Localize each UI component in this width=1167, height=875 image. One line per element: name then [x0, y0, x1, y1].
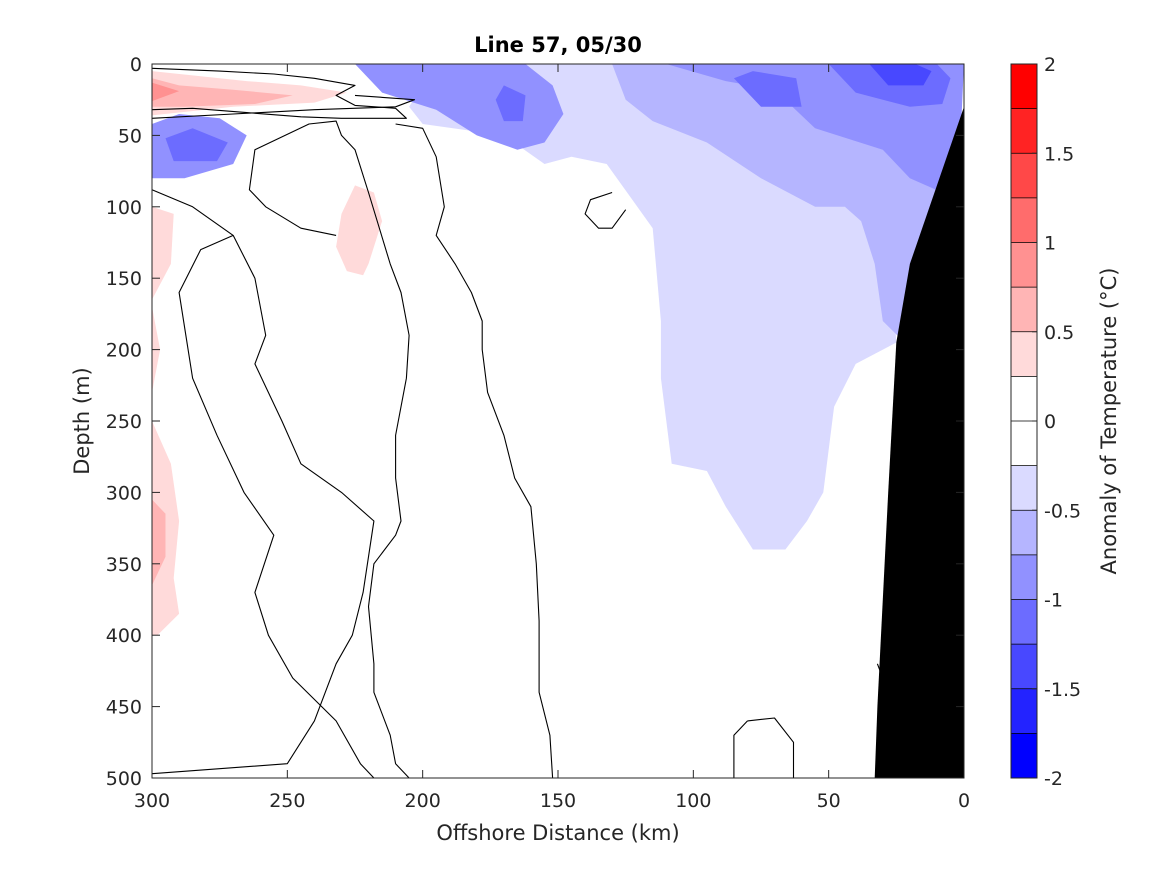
- anomaly-region-9: [869, 64, 932, 86]
- zero-contour-2: [151, 189, 375, 775]
- colorbar-tick-label: -2: [1044, 768, 1063, 790]
- colorbar-swatch: [1011, 153, 1037, 198]
- x-tick-label: 100: [675, 790, 711, 812]
- zero-contour-3: [178, 234, 375, 779]
- seafloor-topography: [874, 106, 964, 779]
- x-axis-label: Offshore Distance (km): [436, 821, 679, 845]
- colorbar-swatch: [1011, 287, 1037, 332]
- y-tick-label: 250: [106, 411, 142, 433]
- colorbar-swatch: [1011, 242, 1037, 288]
- chart-title: Line 57, 05/30: [474, 33, 642, 57]
- y-axis-ticks: 0 50 100 150 200 250 300 350 400 450 500: [106, 54, 964, 790]
- x-tick-label: 250: [269, 790, 305, 812]
- anomaly-region-7: [733, 71, 802, 107]
- colorbar-swatch: [1011, 64, 1037, 109]
- colorbar-tick-label: -1.5: [1044, 679, 1081, 701]
- colorbar: 2 1.5 1 0.5 0 -0.5 -1 -1.5 -2: [1010, 54, 1081, 790]
- x-tick-label: 200: [405, 790, 441, 812]
- y-tick-label: 350: [106, 554, 142, 576]
- x-tick-label: 50: [817, 790, 841, 812]
- seafloor: [874, 106, 964, 779]
- y-tick-label: 400: [106, 625, 142, 647]
- colorbar-swatch: [1011, 554, 1037, 600]
- anomaly-region-11: [152, 78, 293, 107]
- anomaly-region-6: [165, 128, 228, 162]
- zero-contour-1: [151, 94, 416, 119]
- colorbar-swatch: [1011, 197, 1037, 243]
- colorbar-swatch: [1011, 510, 1037, 555]
- y-tick-label: 0: [130, 54, 142, 76]
- y-tick-label: 500: [106, 768, 142, 790]
- plot-area: 300 250 200 150 100 50 0 050100150200250300350…: [106, 54, 970, 812]
- anomaly-region-5: [495, 85, 526, 122]
- x-tick-label: 0: [958, 790, 970, 812]
- colorbar-swatch: [1011, 733, 1037, 778]
- anomaly-region-12: [152, 82, 180, 102]
- colorbar-swatch: [1011, 421, 1037, 466]
- x-axis-ticks: 300 250 200 150 100 50 0: [134, 64, 970, 812]
- y-tick-label: 100: [106, 197, 142, 219]
- colorbar-swatch: [1011, 376, 1037, 421]
- colorbar-tick-label: -0.5: [1044, 500, 1081, 522]
- anomaly-region-16: [152, 421, 180, 636]
- colorbar-label: Anomaly of Temperature (°C): [1097, 268, 1121, 575]
- zero-contour-6: [584, 191, 627, 229]
- colorbar-tick-label: -1: [1044, 590, 1063, 612]
- colorbar-tick-label: 0.5: [1044, 322, 1074, 344]
- y-tick-label: 150: [106, 268, 142, 290]
- y-tick-label: 300: [106, 482, 142, 504]
- colorbar-swatch: [1011, 644, 1037, 689]
- colorbar-swatch: [1011, 599, 1037, 645]
- zero-contour-8: [733, 720, 748, 778]
- y-tick-label: 200: [106, 340, 142, 362]
- colorbar-tick-label: 1.5: [1044, 143, 1074, 165]
- colorbar-tick-label: 1: [1044, 233, 1056, 255]
- anomaly-region-13: [336, 185, 383, 276]
- colorbar-swatch: [1011, 108, 1037, 154]
- zero-contour-4: [248, 120, 410, 779]
- colorbar-tick-label: 2: [1044, 54, 1056, 76]
- zero-contour-7: [747, 717, 795, 778]
- x-tick-label: 150: [540, 790, 576, 812]
- anomaly-fill-regions: [152, 64, 964, 636]
- y-axis-label: Depth (m): [70, 367, 94, 474]
- y-tick-label: 50: [118, 125, 142, 147]
- anomaly-region-14: [152, 206, 174, 300]
- colorbar-swatch: [1011, 688, 1037, 734]
- x-tick-label: 300: [134, 790, 170, 812]
- colorbar-swatch: [1011, 331, 1037, 377]
- anomaly-region-2: [355, 64, 564, 150]
- colorbar-tick-label: 0: [1044, 411, 1056, 433]
- colorbar-swatch: [1011, 465, 1037, 511]
- zero-contour-5: [395, 123, 554, 779]
- y-tick-label: 450: [106, 697, 142, 719]
